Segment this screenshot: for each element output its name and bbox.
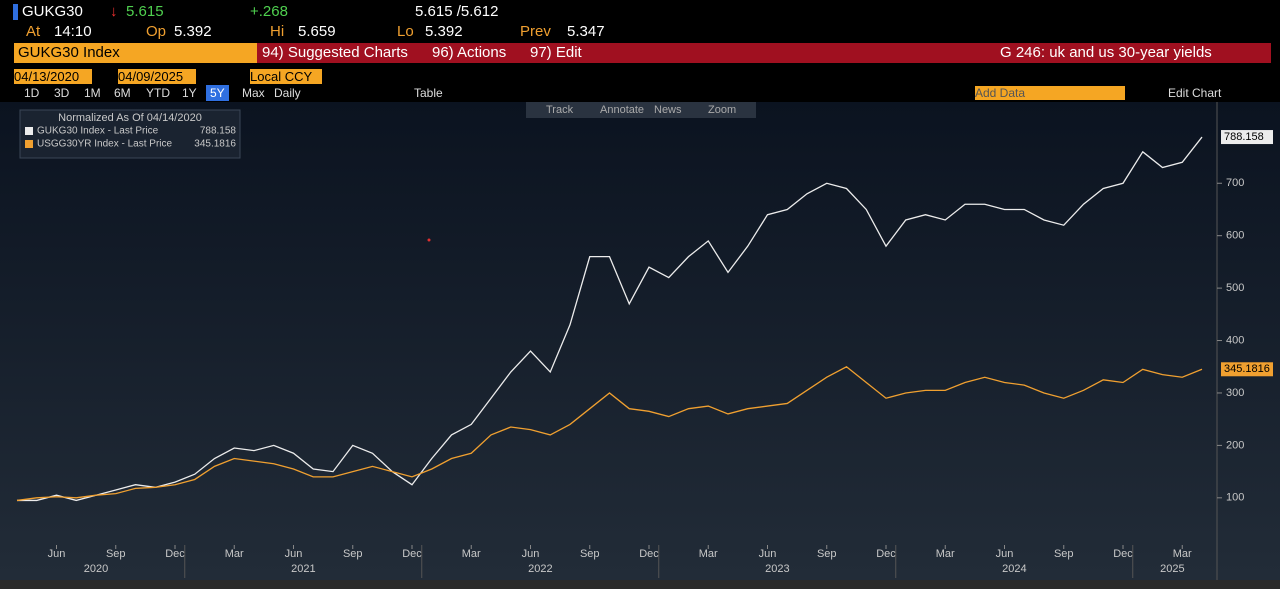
start-date[interactable]: 04/13/2020 — [14, 69, 92, 84]
series-line — [17, 136, 1203, 502]
stat-value: 5.347 — [567, 23, 605, 40]
range-button[interactable]: 1D — [24, 86, 40, 100]
series-line — [16, 365, 1203, 502]
stat-label: At — [26, 23, 41, 40]
plot-background — [0, 102, 1280, 580]
last: 5.615 — [126, 3, 164, 20]
last-value-box — [1221, 362, 1273, 377]
y-tick-label: 100 — [1226, 492, 1244, 504]
chart: Normalized As Of 04/14/2020 100 200 300 400… — [0, 102, 1280, 589]
legend-entry: GUKG30 Index - Last Price — [37, 126, 159, 137]
menu[interactable]: 97) Edit — [530, 44, 582, 61]
x-tick-label: Dec — [639, 548, 659, 560]
x-tick-label: Dec — [402, 548, 422, 560]
x-tick-label: Jun — [48, 548, 66, 560]
last-value-box — [1221, 130, 1273, 145]
tool-bar — [526, 102, 756, 118]
add-data[interactable]: Add Data — [975, 86, 1125, 100]
x-tick-label: Sep — [580, 548, 600, 560]
y-tick-label: 300 — [1226, 387, 1244, 399]
range-button[interactable]: 6M — [114, 86, 131, 100]
x-tick-label: Mar — [699, 548, 718, 560]
edit-chart[interactable]: Edit Chart — [1168, 86, 1222, 100]
bid-ask: 5.615 /5.612 — [415, 3, 499, 20]
x-tick-label: Sep — [1054, 548, 1074, 560]
legend-box — [19, 109, 241, 159]
end-date[interactable]: 04/09/2025 — [118, 69, 196, 84]
range-button[interactable]: 1Y — [182, 86, 197, 100]
legend-swatch — [25, 127, 33, 135]
last-value-label: 345.1816 — [1224, 363, 1270, 375]
stat-label: Prev — [520, 23, 551, 40]
stat-label: Hi — [270, 23, 285, 40]
x-tick-label: Jun — [759, 548, 777, 560]
x-tick-label: Jun — [285, 548, 303, 560]
year-label: 2022 — [528, 563, 552, 575]
legend-swatch — [25, 140, 33, 148]
stat-label: Lo — [397, 23, 414, 40]
menu-bar — [257, 43, 1271, 63]
currency[interactable]: Local CCY — [250, 69, 322, 84]
ticker: GUKG30 — [22, 3, 83, 20]
stat-value: 14:10 — [54, 23, 92, 40]
range-button[interactable]: 3D — [54, 86, 70, 100]
chart-tool: News — [654, 104, 682, 116]
change: +.268 — [250, 3, 288, 20]
x-tick-label: Dec — [1113, 548, 1133, 560]
table[interactable]: Table — [414, 86, 443, 100]
stat-label: Op — [146, 23, 167, 40]
year-label: 2023 — [765, 563, 789, 575]
range-button[interactable]: 5Y — [206, 85, 229, 101]
year-label: 2024 — [1002, 563, 1026, 575]
legend-value: 345.1816 — [194, 139, 236, 150]
chart-tool: Track — [546, 104, 574, 116]
menu[interactable]: 96) Actions — [432, 44, 507, 61]
range-button[interactable]: Max — [242, 86, 265, 100]
year-label: 2020 — [84, 563, 108, 575]
footer — [0, 580, 1280, 589]
y-tick-label: 400 — [1226, 334, 1244, 346]
frequency[interactable]: Daily — [274, 86, 301, 100]
menu[interactable]: 94) Suggested Charts — [262, 44, 408, 61]
x-tick-label: Jun — [996, 548, 1014, 560]
x-tick-label: Mar — [1173, 548, 1192, 560]
x-tick-label: Sep — [106, 548, 126, 560]
x-tick-label: Sep — [343, 548, 363, 560]
dot — [427, 238, 431, 242]
year-label: 2025 — [1160, 563, 1184, 575]
last-value-label: 788.158 — [1224, 131, 1264, 143]
x-tick-label: Dec — [876, 548, 896, 560]
legend-value: 788.158 — [200, 126, 237, 137]
chart-name[interactable]: G 246: uk and us 30-year yields — [1000, 44, 1212, 61]
security[interactable]: GUKG30 Index — [14, 43, 259, 63]
x-tick-label: Sep — [817, 548, 837, 560]
x-tick-label: Mar — [462, 548, 481, 560]
y-tick-label: 500 — [1226, 282, 1244, 294]
arrow: ↓ — [110, 3, 118, 20]
year-label: 2021 — [291, 563, 315, 575]
stat-value: 5.392 — [425, 23, 463, 40]
stat-value: 5.392 — [174, 23, 212, 40]
legend-title: Normalized As Of 04/14/2020 — [58, 112, 202, 124]
range-button[interactable]: 1M — [84, 86, 101, 100]
y-tick-label: 700 — [1226, 177, 1244, 189]
marker — [13, 4, 18, 20]
x-tick-label: Mar — [936, 548, 955, 560]
chart-tool: Annotate — [600, 104, 644, 116]
stat-value: 5.659 — [298, 23, 336, 40]
y-tick-label: 200 — [1226, 439, 1244, 451]
legend-entry: USGG30YR Index - Last Price — [37, 139, 172, 150]
range-button[interactable]: YTD — [146, 86, 170, 100]
chart-tool: Zoom — [708, 104, 736, 116]
x-tick-label: Mar — [225, 548, 244, 560]
x-tick-label: Dec — [165, 548, 185, 560]
x-tick-label: Jun — [522, 548, 540, 560]
y-tick-label: 600 — [1226, 230, 1244, 242]
